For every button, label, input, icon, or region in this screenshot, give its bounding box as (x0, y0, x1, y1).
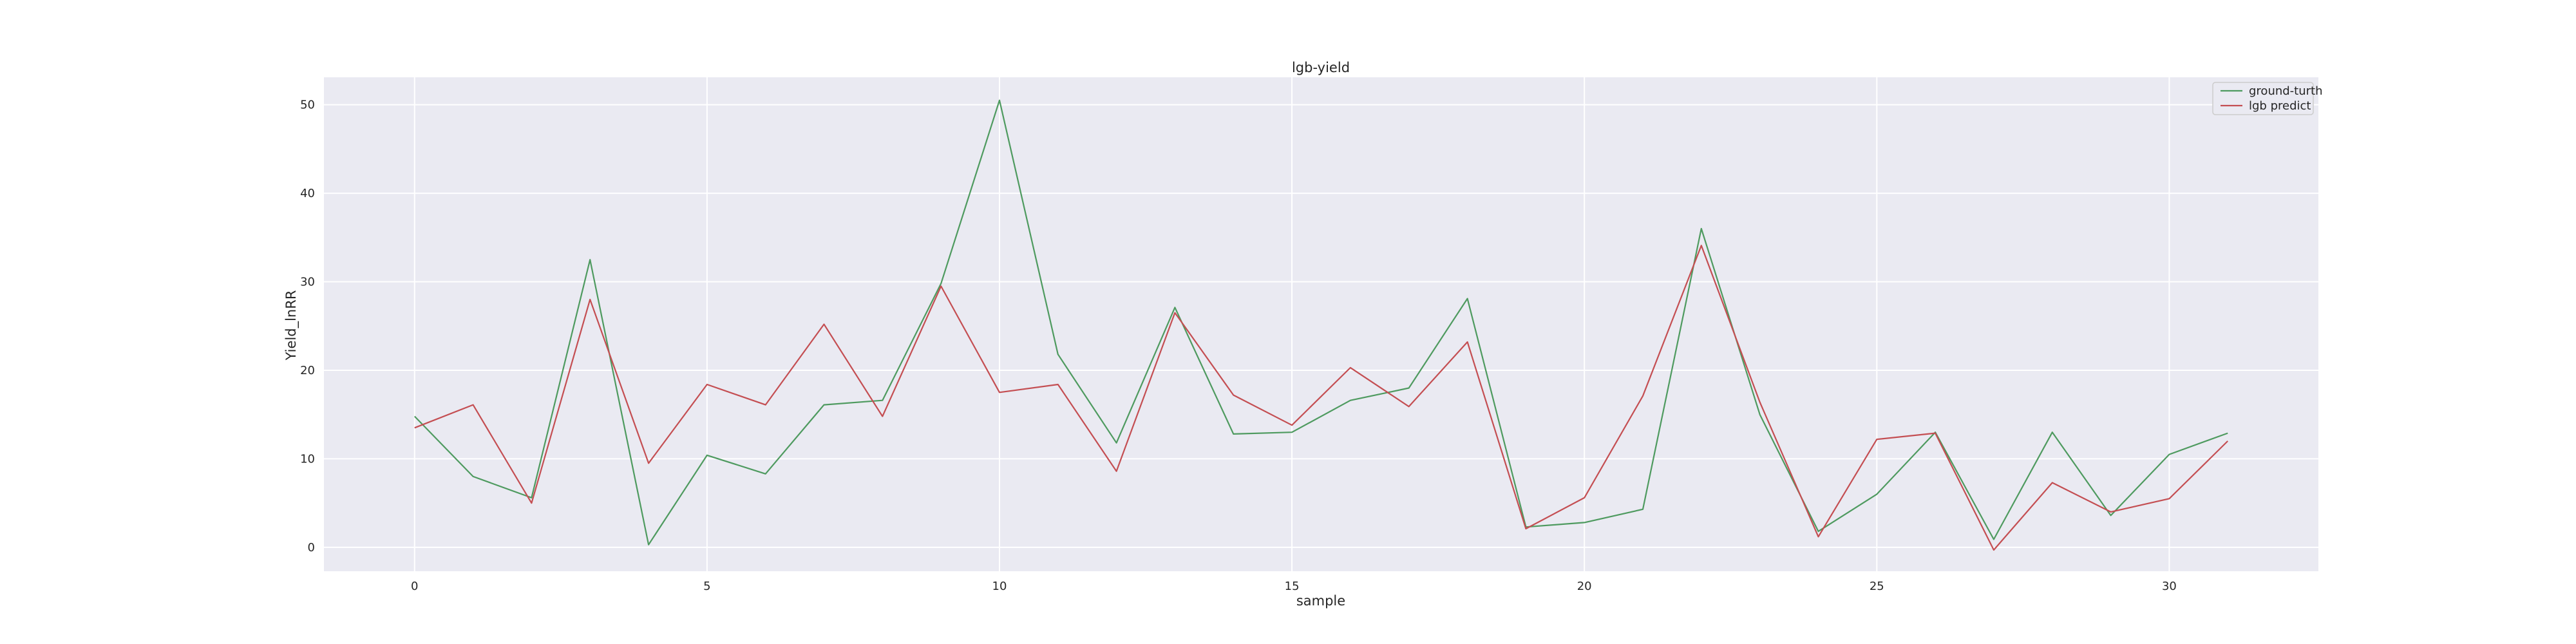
grid-lines (324, 77, 2318, 571)
series-line-ground-turth (414, 99, 2228, 545)
y-tick-label: 40 (300, 187, 315, 200)
x-tick-label: 5 (703, 580, 710, 593)
x-tick-label: 10 (992, 580, 1007, 593)
y-tick-label: 50 (300, 99, 315, 112)
series-lines (414, 99, 2228, 551)
x-axis-label: sample (1296, 593, 1345, 609)
y-tick-label: 10 (300, 452, 315, 466)
chart-title: lgb-yield (1292, 60, 1350, 75)
x-tick-label: 0 (411, 580, 418, 593)
x-tick-label: 25 (1870, 580, 1884, 593)
x-tick-label: 15 (1285, 580, 1300, 593)
series-line-lgb-predict (414, 245, 2228, 551)
legend-label-ground-turth: ground-turth (2249, 84, 2323, 98)
x-tick-label: 20 (1577, 580, 1592, 593)
legend-label-lgb-predict: lgb predict (2249, 99, 2311, 113)
x-tick-label: 30 (2162, 580, 2177, 593)
y-tick-label: 0 (308, 541, 315, 554)
plot-area (324, 77, 2318, 571)
y-tick-label: 20 (300, 364, 315, 377)
legend: ground-turth lgb predict (2212, 82, 2323, 115)
y-tick-labels: 0 10 20 30 40 50 (300, 99, 315, 554)
y-tick-label: 30 (300, 276, 315, 289)
y-axis-label: Yield_lnRR (283, 290, 299, 361)
x-tick-labels: 0 5 10 15 20 25 30 (411, 580, 2177, 593)
